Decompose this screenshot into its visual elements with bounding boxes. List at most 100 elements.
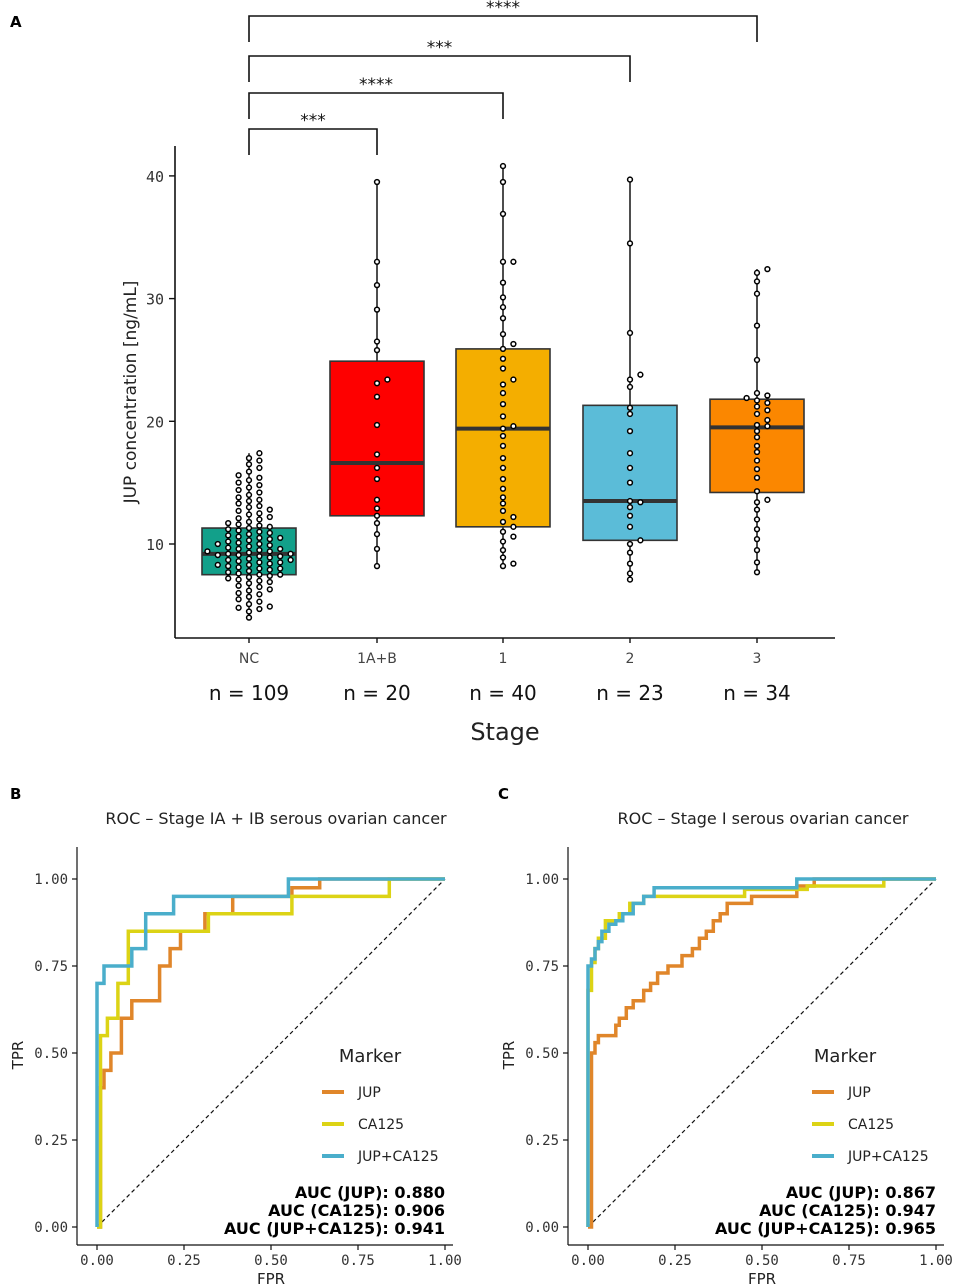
data-point [373, 393, 381, 400]
data-point [499, 304, 507, 311]
data-point [277, 534, 284, 542]
data-point [626, 240, 634, 247]
data-point [753, 403, 761, 410]
data-point [235, 545, 242, 553]
data-point [753, 389, 761, 397]
data-point [256, 510, 263, 517]
data-point [373, 496, 381, 503]
data-point [256, 553, 263, 560]
panel-c-y-label: TPR [500, 1041, 518, 1071]
data-point [499, 518, 507, 526]
data-point [626, 383, 634, 391]
data-point [637, 371, 644, 378]
data-point [499, 507, 507, 515]
data-point [499, 554, 507, 561]
data-point [277, 571, 284, 578]
data-point [235, 604, 242, 611]
panel-b-y-label: TPR [9, 1041, 27, 1071]
data-point [626, 497, 634, 505]
data-point [373, 421, 381, 429]
x-tick-label: 0.25 [658, 1253, 692, 1269]
data-point [204, 548, 211, 555]
data-point [510, 340, 517, 348]
data-point [753, 434, 761, 441]
data-point [266, 566, 273, 573]
data-point [225, 532, 232, 539]
data-point [753, 569, 761, 576]
data-point [626, 504, 634, 511]
data-point [626, 176, 634, 183]
data-point [266, 529, 273, 537]
data-point [499, 413, 507, 420]
data-point [235, 479, 242, 486]
roc-line-jup [97, 877, 445, 1229]
data-point [235, 521, 242, 528]
data-point [256, 559, 263, 566]
data-point [499, 432, 507, 440]
data-point [373, 531, 381, 538]
y-tick-label: 0.50 [34, 1046, 68, 1062]
data-point [235, 527, 242, 534]
data-point [499, 500, 507, 507]
box-1A+B [329, 360, 425, 517]
panel-label-b: B [10, 785, 21, 803]
data-point [753, 488, 761, 495]
diagonal-reference [587, 878, 937, 1228]
data-point [373, 306, 381, 313]
data-point [235, 582, 242, 589]
data-point [764, 399, 771, 407]
y-tick-label: 0.00 [525, 1220, 559, 1236]
data-point [225, 556, 232, 564]
data-point [626, 376, 634, 383]
panel-c-title: ROC – Stage I serous ovarian cancer [617, 809, 908, 828]
data-point [235, 486, 242, 494]
data-point [626, 570, 634, 577]
roc-line-jup-ca125 [95, 877, 445, 1227]
data-point [764, 423, 771, 430]
data-point [256, 457, 263, 464]
data-point [245, 573, 253, 581]
data-point [245, 561, 253, 569]
data-point [510, 560, 517, 567]
data-point [266, 506, 273, 513]
data-point [266, 535, 273, 543]
data-point [510, 533, 517, 540]
data-point [510, 376, 517, 383]
data-point [753, 516, 761, 523]
data-point [373, 258, 381, 265]
data-point [499, 442, 507, 449]
data-point [287, 550, 294, 557]
data-point [753, 290, 761, 297]
y-tick-label: 0.75 [34, 959, 68, 975]
data-point [753, 442, 761, 449]
legend-label: JUP [357, 1085, 381, 1101]
data-point [256, 450, 263, 457]
data-point [626, 540, 634, 548]
data-point [245, 518, 253, 526]
data-point [256, 591, 263, 598]
data-point [245, 537, 253, 544]
y-tick-label: 0.25 [525, 1133, 559, 1149]
significance-label: *** [300, 111, 326, 131]
data-point [384, 376, 391, 383]
data-point [499, 345, 507, 353]
data-point [499, 365, 507, 372]
data-point [510, 258, 517, 265]
data-point [626, 512, 634, 519]
panel-c-auc-combined: AUC (JUP+CA125): 0.965 [715, 1219, 936, 1238]
panel-b-legend-title: Marker [339, 1046, 402, 1067]
data-point [499, 538, 507, 545]
data-point [245, 497, 253, 505]
data-point [499, 162, 507, 170]
data-point [256, 546, 263, 554]
panel-label-c: C [498, 785, 509, 803]
data-point [764, 496, 771, 503]
data-point [753, 322, 761, 329]
y-tick-label: 30 [146, 291, 164, 309]
data-point [499, 210, 507, 218]
data-point [256, 583, 263, 591]
count-label: n = 34 [723, 681, 791, 705]
data-point [245, 531, 253, 538]
panel-c-x-label: FPR [748, 1270, 776, 1288]
